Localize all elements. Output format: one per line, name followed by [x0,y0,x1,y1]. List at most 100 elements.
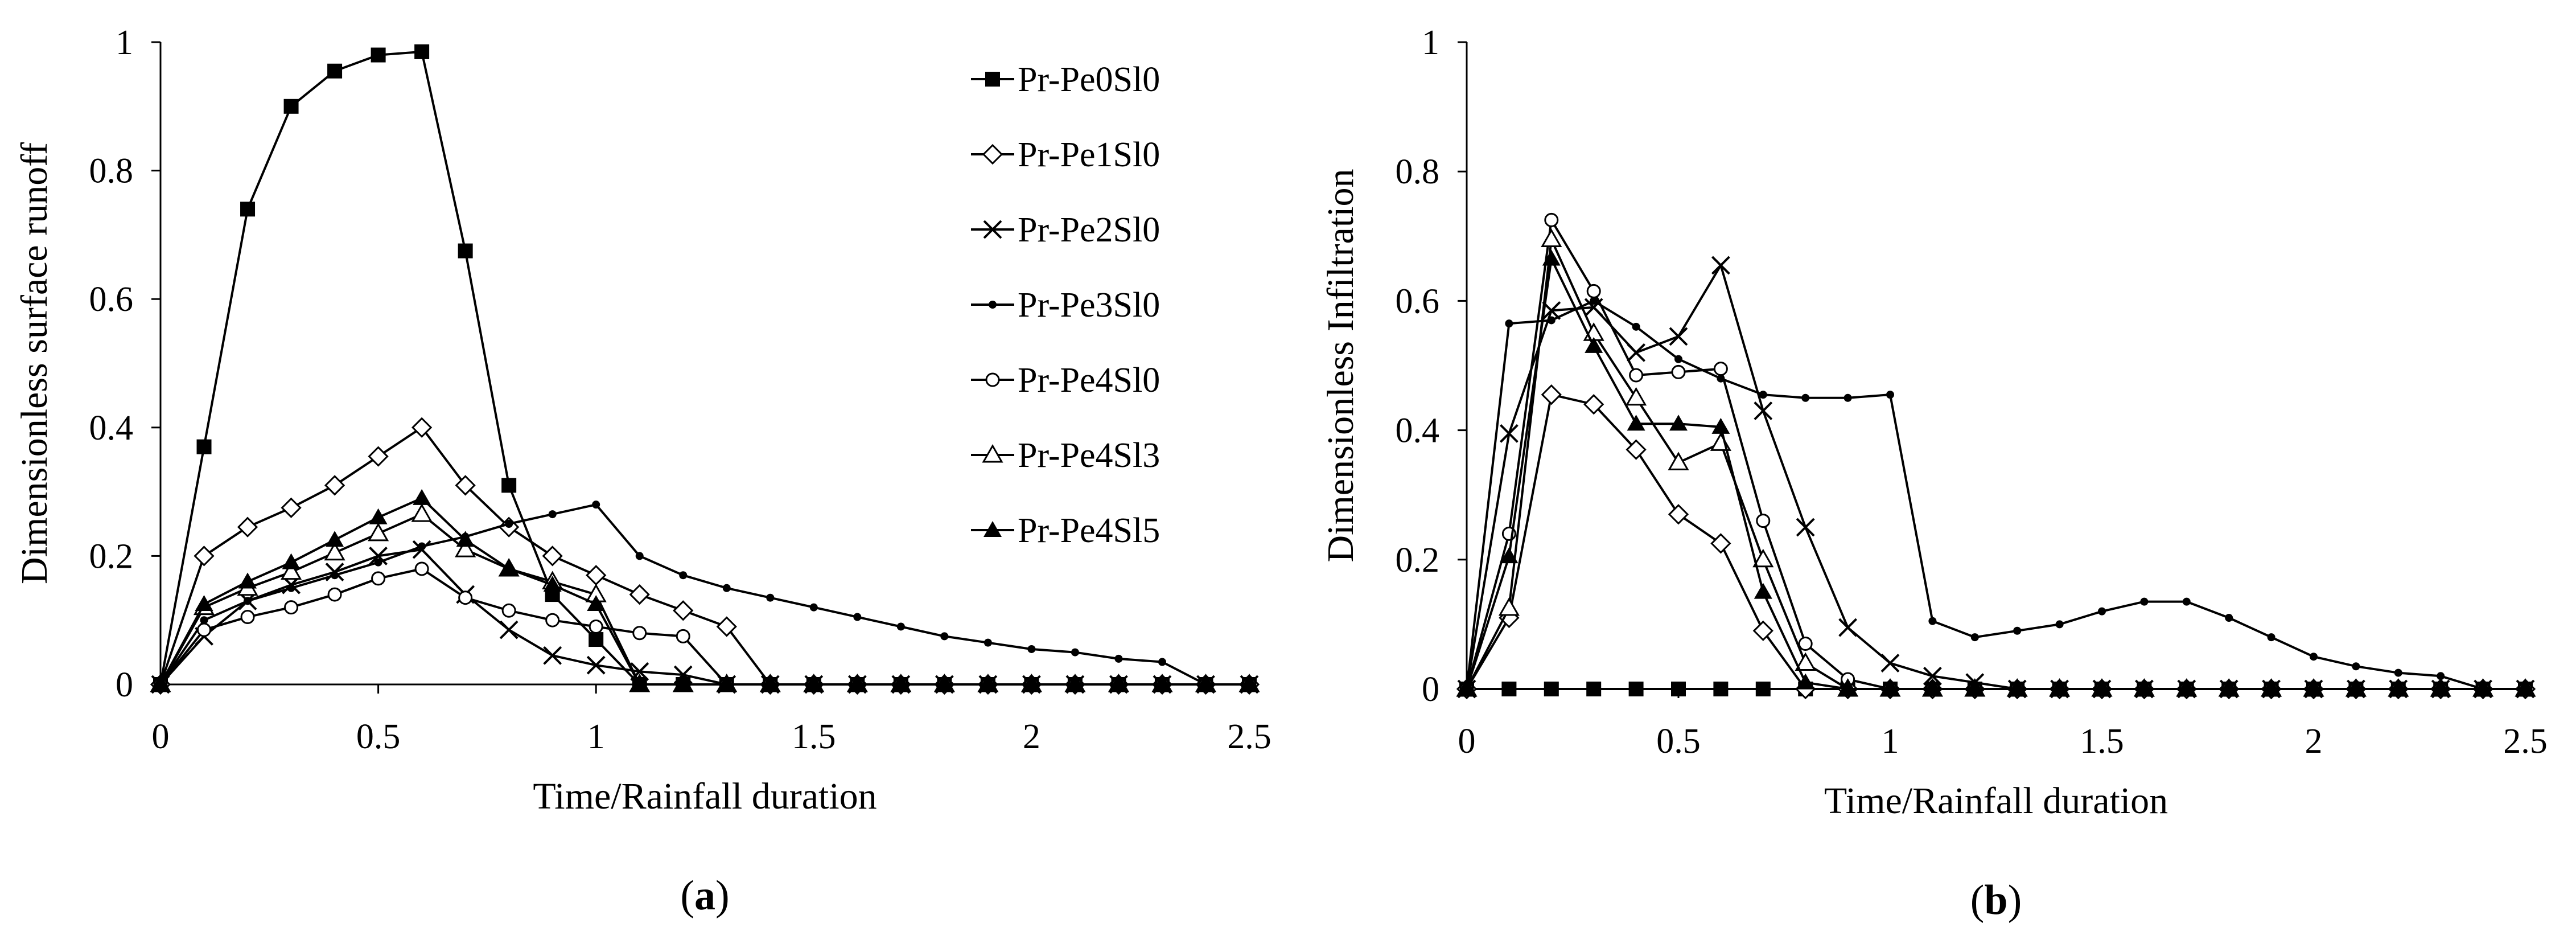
panel-b-series-pr-pe1sl0 [1456,384,2536,700]
panel-a-point-pr-pe3sl0 [374,558,382,567]
panel-a-x-tick-label: 2.5 [1227,717,1271,756]
panel-a-point-pr-pe4sl5 [1153,675,1171,691]
panel-a-point-pr-pe4sl5 [413,489,431,505]
legend-marker-pr-pe4sl0 [985,372,1000,387]
panel-a-y-tick-label: 1 [116,23,133,62]
panel-a-point-pr-pe3sl0 [809,603,818,612]
panel-b-point-pr-pe3sl0 [2013,626,2022,635]
panel-b-point-pr-pe3sl0 [2140,597,2149,606]
panel-b-point-pr-pe3sl0 [2394,668,2402,677]
panel-b-point-pr-pe4sl3 [1795,652,1816,671]
panel-a-point-pr-pe4sl5 [848,675,867,691]
panel-b-axes: 0 0.2 0.4 0.6 0.8 1 0 0.5 1 1.5 2 2.5 [1396,23,2548,761]
panel-b-letter: b [1984,877,2007,924]
panel-a-point-pr-pe4sl5 [804,675,823,691]
panel-a-point-pr-pe3sl0 [722,584,731,592]
panel-b-series-pr-pe4sl0 [1459,212,2533,696]
panel-a-point-pr-pe4sl0 [240,610,255,625]
panel-b-point-pr-pe4sl5 [2220,680,2238,696]
panel-b-point-pr-pe4sl5 [2177,680,2196,696]
panel-a-x-tick-label: 0 [152,717,170,756]
panel-b-point-pr-pe3sl0 [1801,393,1810,402]
panel-b-point-pr-pe0sl0 [1628,682,1644,696]
panel-b-point-pr-pe4sl5 [1542,249,1561,266]
panel-b-x-tick-label: 0 [1458,722,1476,761]
panel-a-point-pr-pe4sl5 [587,595,606,611]
panel-b-series-pr-pe4sl3 [1456,228,2536,697]
panel-a-point-pr-pe4sl5 [1240,675,1258,691]
panel-b-point-pr-pe4sl0 [1629,368,1644,383]
panel-b-point-pr-pe4sl5 [1923,680,1942,696]
panel-b-point-pr-pe4sl5 [2474,680,2492,696]
panel-a-y-tick-label: 0.8 [89,152,134,191]
panel-b-point-pr-pe1sl0 [1626,439,1647,460]
panel-b-point-pr-pe4sl5 [1627,415,1645,431]
panel-b-point-pr-pe3sl0 [1970,633,1979,642]
panel-b-series-pr-pe3sl0 [1463,297,2529,693]
panel-a-point-pr-pe1sl0 [411,417,433,438]
panel-a-point-pr-pe1sl0 [194,545,215,567]
panel-a-point-pr-pe4sl0 [676,629,690,643]
panel-a-letter: a [694,872,715,919]
panel-a-point-pr-pe1sl0 [542,545,563,567]
panel-b-point-pr-pe3sl0 [1505,319,1513,328]
panel-b-y-tick-label: 0.6 [1396,282,1440,321]
panel-a-point-pr-pe4sl5 [195,595,213,611]
panel-b-point-pr-pe4sl5 [1881,680,1899,696]
panel-b-x-tick-label: 2.5 [2503,722,2548,761]
panel-b-point-pr-pe3sl0 [2352,662,2360,671]
panel-b-x-tick-label: 0.5 [1656,722,1701,761]
legend-marker-pr-pe4sl5 [984,521,1002,537]
panel-a-point-pr-pe1sl0 [281,497,302,518]
panel-a-point-pr-pe2sl0 [586,655,606,675]
panel-a-point-pr-pe1sl0 [455,475,476,496]
panel-b-point-pr-pe4sl5 [2093,680,2111,696]
panel-b-point-pr-pe3sl0 [2225,614,2233,622]
panel-a-point-pr-pe4sl5 [761,675,780,691]
panel-b-label: (b) [1970,877,2022,924]
panel-b-point-pr-pe2sl0 [1838,618,1858,637]
panel-b-point-pr-pe4sl5 [1585,337,1603,353]
panel-a-point-pr-pe2sl0 [369,546,388,565]
panel-b-point-pr-pe2sl0 [1923,666,1942,686]
panel-a-x-tick-label: 1 [587,717,605,756]
panel-b-point-pr-pe4sl0 [1544,212,1559,227]
panel-b-point-pr-pe4sl5 [1796,673,1815,690]
panel-a-point-pr-pe3sl0 [940,632,949,641]
panel-a-point-pr-pe0sl0 [196,439,212,454]
panel-a-point-pr-pe0sl0 [283,99,299,114]
panel-a-point-pr-pe4sl3 [368,522,389,542]
legend-marker-pr-pe3sl0 [989,301,997,309]
panel-b-point-pr-pe3sl0 [1674,355,1682,363]
legend-entry-pr-pe4sl3: Pr-Pe4Sl3 [971,436,1160,475]
panel-b-point-pr-pe4sl5 [2431,680,2450,696]
panel-a-point-pr-pe4sl5 [151,675,170,691]
panel-a-line-pr-pe4sl0 [159,568,1249,686]
panel-a-point-pr-pe3sl0 [635,552,644,560]
panel-b-point-pr-pe4sl5 [1711,417,1730,434]
panel-b-y-tick-label: 0 [1422,670,1439,709]
panel-a-point-pr-pe2sl0 [499,620,519,639]
panel-a-point-pr-pe4sl0 [545,613,560,627]
panel-b-point-pr-pe4sl3 [1626,387,1647,406]
panel-b-point-pr-pe4sl0 [1671,364,1686,379]
panel-a-point-pr-pe4sl5 [935,675,954,691]
panel-a-series-pr-pe2sl0 [151,540,1259,694]
panel-b-point-pr-pe2sl0 [1711,256,1730,275]
panel-a-point-pr-pe3sl0 [418,542,426,551]
panel-b-point-pr-pe3sl0 [1928,617,1937,625]
panel-b-line-pr-pe2sl0 [1466,264,2525,690]
panel-b-point-pr-pe3sl0 [2437,672,2445,680]
legend-label: Pr-Pe4Sl0 [1018,361,1160,400]
panel-b-point-pr-pe4sl3 [1541,228,1562,247]
panel-a-point-pr-pe1sl0 [368,446,389,467]
panel-a-y-tick-label: 0 [116,666,133,704]
panel-b-point-pr-pe4sl3 [1668,452,1689,470]
panel-b-infiltration-chart: 0 0.2 0.4 0.6 0.8 1 0 0.5 1 1.5 2 2.5 Time/Rainfall… [1320,23,2548,924]
panel-a-point-pr-pe3sl0 [287,584,295,592]
panel-a-series [150,44,1260,695]
panel-b-point-pr-pe4sl0 [1756,514,1771,528]
legend-entry-pr-pe2sl0: Pr-Pe2Sl0 [971,211,1160,249]
panel-b-point-pr-pe4sl0 [1586,284,1601,298]
panel-b-y-tick-label: 0.8 [1396,153,1440,191]
